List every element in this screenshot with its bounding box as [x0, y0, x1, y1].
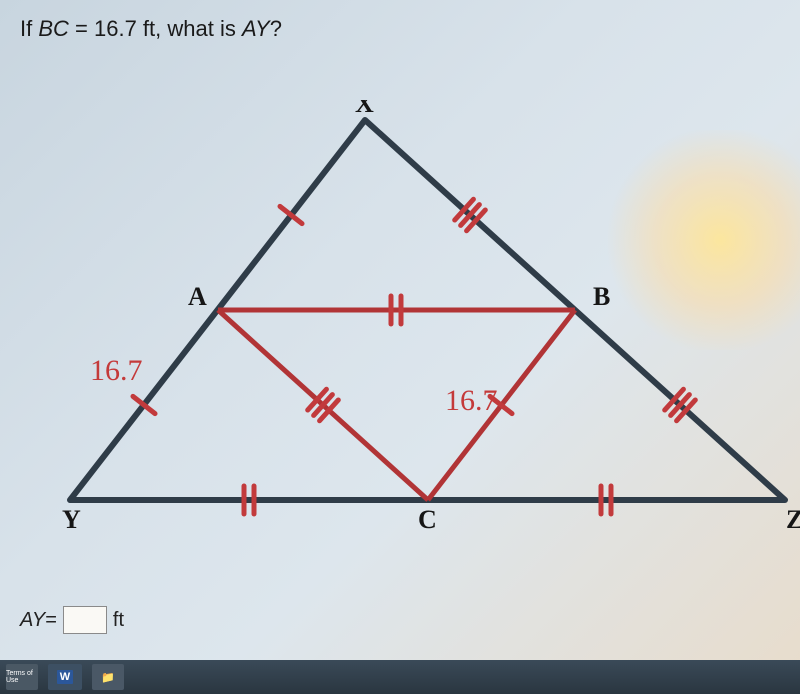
taskbar-explorer-button[interactable]: 📁 [92, 664, 124, 690]
handwritten-bc-value: 16.7 [445, 384, 498, 417]
word-icon: W [57, 670, 73, 684]
answer-input[interactable] [63, 606, 107, 634]
vertex-label-c: C [418, 505, 437, 530]
question-prefix: If [20, 16, 38, 41]
answer-unit: ft [113, 609, 124, 632]
answer-eq: = [45, 609, 57, 632]
question-eq: = [69, 16, 94, 41]
taskbar-terms-label: Terms of Use [6, 670, 38, 684]
vertex-label-x: X [355, 100, 374, 118]
answer-var: AY [20, 609, 45, 632]
question-var2: AY [242, 16, 270, 41]
vertex-label-b: B [593, 282, 610, 311]
taskbar-word-button[interactable]: W [48, 664, 82, 690]
handwritten-bc-group: 16.7 [445, 384, 498, 417]
question-var1: BC [38, 16, 69, 41]
question-suffix: ? [270, 16, 282, 41]
tick-marks [133, 199, 695, 514]
vertex-label-z: Z [786, 505, 800, 530]
vertex-label-y: Y [62, 505, 81, 530]
question-text: If BC = 16.7 ft, what is AY? [20, 16, 282, 42]
geometry-figure: 16.7 16.7 X Y Z A B C [30, 100, 800, 530]
question-unit-phrase: ft, what is [137, 16, 242, 41]
answer-row: AY = ft [20, 606, 124, 634]
taskbar: Terms of Use W 📁 [0, 660, 800, 694]
vertex-label-a: A [188, 282, 207, 311]
handwritten-ay-value: 16.7 [90, 354, 143, 387]
taskbar-terms-button[interactable]: Terms of Use [6, 664, 38, 690]
question-given: 16.7 [94, 16, 137, 41]
folder-icon: 📁 [101, 671, 115, 684]
